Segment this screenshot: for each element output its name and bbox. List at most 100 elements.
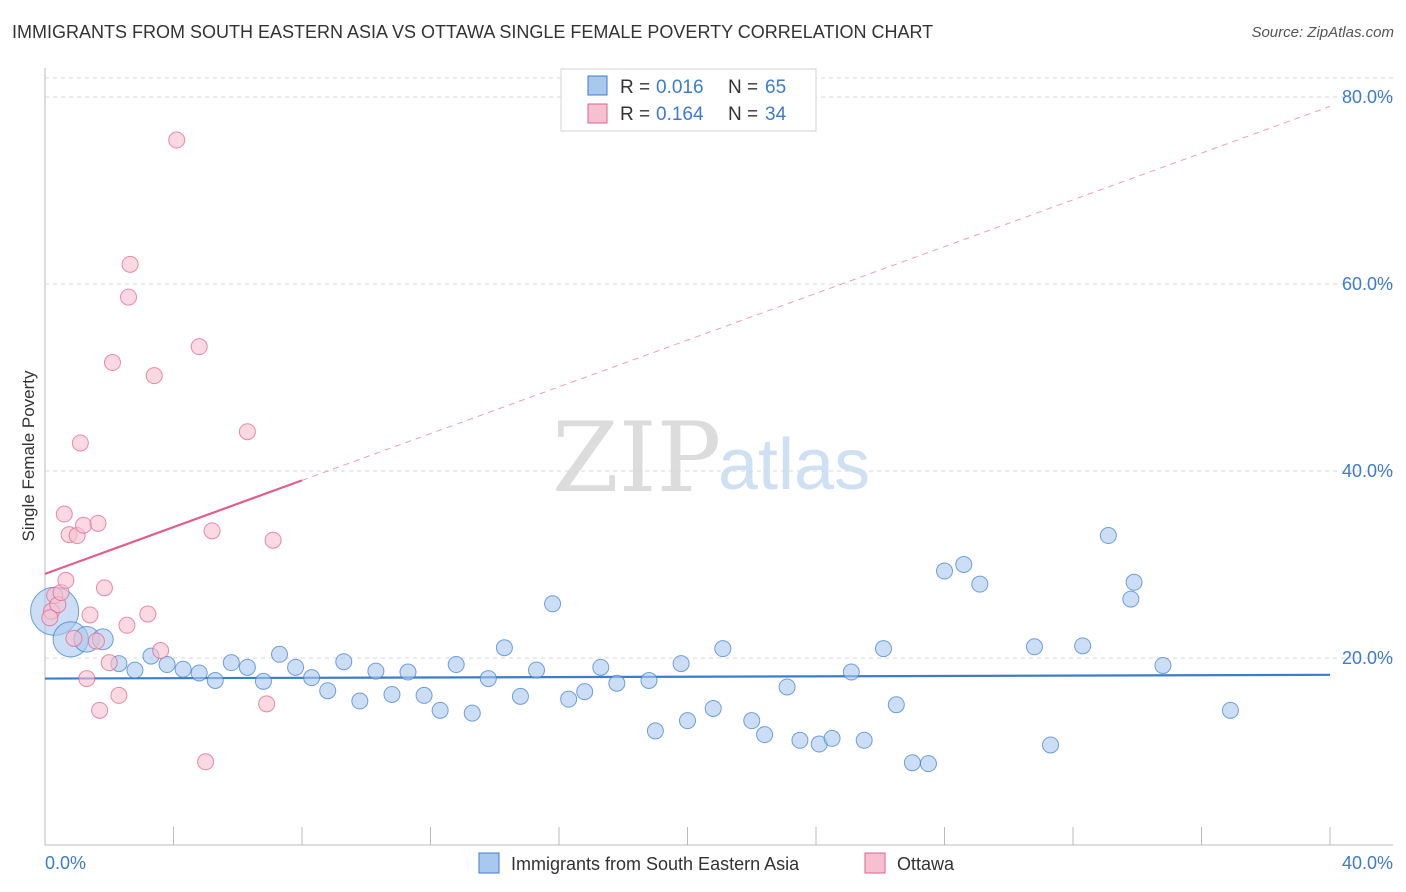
point-asia-56 xyxy=(971,575,989,593)
point-asia-31 xyxy=(544,595,562,613)
point-asia-22 xyxy=(399,663,417,681)
point-asia-48 xyxy=(842,663,860,681)
point-asia-25 xyxy=(447,656,465,674)
bottom-legend-label-pink: Ottawa xyxy=(897,854,955,874)
point-ottawa-5 xyxy=(57,571,75,589)
point-asia-55 xyxy=(955,556,973,573)
point-asia-62 xyxy=(1125,573,1143,591)
bottom-legend-label-blue: Immigrants from South Eastern Asia xyxy=(511,854,800,874)
trend-line-pink xyxy=(44,479,303,575)
point-ottawa-15 xyxy=(91,701,109,719)
point-asia-10 xyxy=(206,671,224,689)
x-tick-label-min: 0.0% xyxy=(45,853,86,873)
point-asia-58 xyxy=(1042,736,1060,754)
trend-line-blue xyxy=(44,673,1331,680)
point-asia-61 xyxy=(1122,590,1140,608)
bottom-legend-swatch-pink xyxy=(864,852,886,874)
point-ottawa-14 xyxy=(89,514,107,532)
watermark-zip: ZIP xyxy=(552,402,721,514)
legend-n-value-2: 34 xyxy=(765,104,787,125)
point-asia-5 xyxy=(126,661,144,679)
y-tick-label-60: 60.0% xyxy=(1342,274,1393,294)
point-asia-50 xyxy=(874,640,892,658)
point-ottawa-26 xyxy=(168,131,186,149)
legend-r-value-2: 0.164 xyxy=(656,104,704,125)
point-asia-15 xyxy=(287,658,305,676)
point-asia-14 xyxy=(271,645,289,663)
point-asia-34 xyxy=(592,658,610,676)
point-ottawa-23 xyxy=(139,605,157,623)
point-asia-12 xyxy=(238,658,256,676)
point-asia-41 xyxy=(714,640,732,658)
legend-n-label-2: N = xyxy=(728,104,758,125)
legend-box: R = 0.016 N = 65 R = 0.164 N = 34 xyxy=(560,68,817,132)
legend-n-label-1: N = xyxy=(728,77,758,98)
y-axis-title: Single Female Poverty xyxy=(19,370,38,542)
y-tick-label-80: 80.0% xyxy=(1342,87,1393,107)
point-ottawa-19 xyxy=(110,686,128,704)
point-asia-42 xyxy=(743,712,761,730)
point-asia-18 xyxy=(335,653,353,671)
point-ottawa-18 xyxy=(103,354,121,372)
legend-r-label-1: R = xyxy=(620,77,650,98)
point-asia-44 xyxy=(778,678,796,696)
point-ottawa-13 xyxy=(87,632,105,650)
bottom-legend: Immigrants from South Eastern Asia Ottaw… xyxy=(478,852,955,874)
trend-lines xyxy=(44,105,1331,680)
point-ottawa-9 xyxy=(71,434,89,452)
point-ottawa-33 xyxy=(41,609,59,627)
data-points xyxy=(30,131,1239,773)
point-asia-37 xyxy=(646,722,664,740)
point-asia-21 xyxy=(383,685,401,703)
point-ottawa-28 xyxy=(197,753,215,771)
legend-swatch-pink xyxy=(587,103,608,124)
point-asia-49 xyxy=(855,731,873,749)
point-asia-26 xyxy=(463,704,481,722)
point-asia-43 xyxy=(756,726,774,744)
point-ottawa-24 xyxy=(145,367,163,385)
point-ottawa-4 xyxy=(55,505,73,523)
point-asia-52 xyxy=(903,754,921,772)
point-asia-54 xyxy=(936,562,953,580)
point-asia-8 xyxy=(174,660,192,678)
point-asia-57 xyxy=(1025,638,1043,656)
point-asia-16 xyxy=(303,669,321,687)
point-asia-11 xyxy=(222,654,240,672)
point-ottawa-25 xyxy=(152,642,170,660)
point-ottawa-20 xyxy=(118,616,136,634)
point-asia-28 xyxy=(495,639,513,657)
point-asia-13 xyxy=(254,672,272,690)
x-tick-label-max: 40.0% xyxy=(1342,853,1393,873)
point-asia-19 xyxy=(351,692,369,710)
point-ottawa-17 xyxy=(100,654,118,672)
point-asia-27 xyxy=(479,670,497,688)
point-asia-39 xyxy=(679,712,696,730)
chart-source: Source: ZipAtlas.com xyxy=(1251,24,1394,41)
point-ottawa-12 xyxy=(81,606,99,624)
y-tick-label-20: 20.0% xyxy=(1342,648,1393,668)
point-ottawa-31 xyxy=(258,695,276,713)
point-asia-63 xyxy=(1154,656,1172,674)
point-ottawa-11 xyxy=(78,670,96,688)
point-asia-64 xyxy=(1221,701,1239,719)
y-tick-label-40: 40.0% xyxy=(1342,461,1393,481)
point-asia-36 xyxy=(640,671,658,689)
point-asia-23 xyxy=(415,686,433,704)
point-asia-45 xyxy=(791,731,809,749)
point-ottawa-10 xyxy=(75,516,93,534)
point-ottawa-27 xyxy=(190,338,208,356)
bottom-legend-swatch-blue xyxy=(478,852,500,874)
point-asia-30 xyxy=(528,661,546,679)
point-ottawa-30 xyxy=(238,423,256,441)
legend-n-value-1: 65 xyxy=(765,77,786,98)
point-ottawa-7 xyxy=(65,629,83,647)
point-ottawa-21 xyxy=(120,288,138,306)
point-asia-32 xyxy=(560,690,578,708)
point-ottawa-16 xyxy=(95,579,113,597)
gridlines xyxy=(45,77,1393,659)
point-asia-40 xyxy=(704,699,722,717)
point-asia-53 xyxy=(919,755,937,773)
y-tick-labels: 20.0% 40.0% 60.0% 80.0% xyxy=(1342,87,1393,668)
point-asia-24 xyxy=(431,701,449,719)
